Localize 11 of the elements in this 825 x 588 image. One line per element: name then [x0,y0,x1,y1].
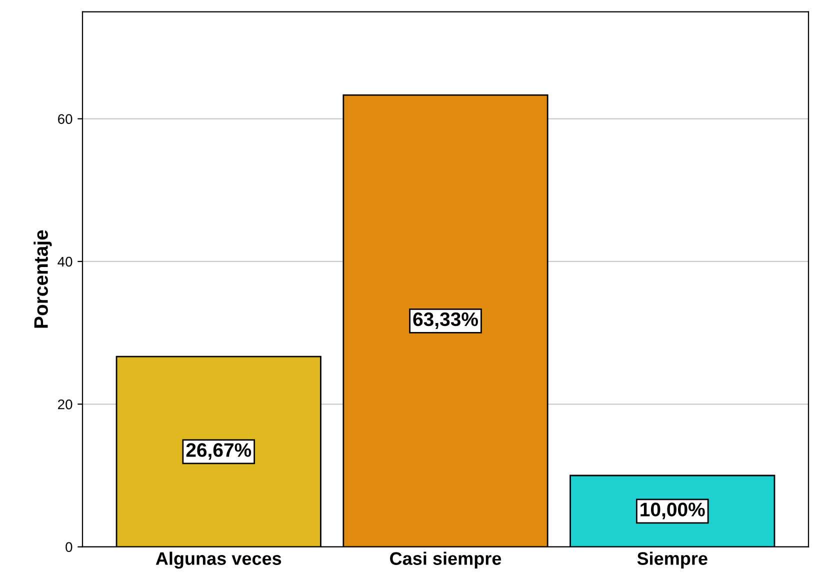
x-tick-label: Casi siempre [390,552,502,569]
y-tick-label: 60 [58,114,72,124]
y-tick-label: 0 [66,542,72,552]
y-axis-title: Porcentaje [34,230,52,328]
x-tick-label: Algunas veces [156,552,282,569]
data-label: 26,67% [186,443,252,460]
data-label: 63,33% [413,312,478,329]
y-tick-label: 20 [58,399,72,410]
data-label: 10,00% [640,502,705,520]
y-tick-label: 40 [58,256,72,267]
x-tick-label: Siempre [637,552,708,569]
